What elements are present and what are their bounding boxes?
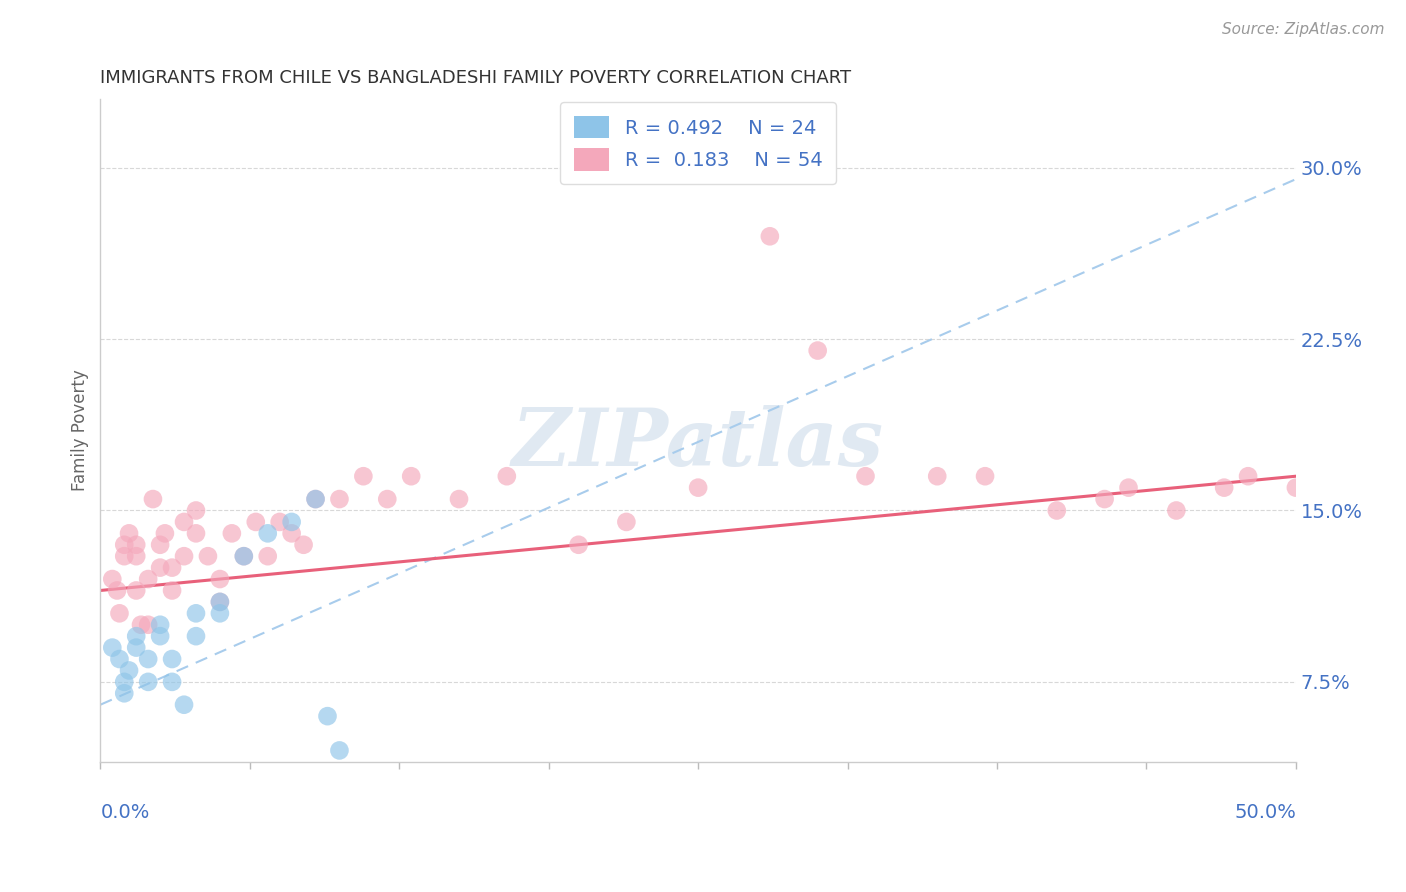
Y-axis label: Family Poverty: Family Poverty [72, 369, 89, 491]
Point [129, 617, 152, 632]
Text: 0.0%: 0.0% [100, 803, 149, 822]
Point [149, 629, 172, 643]
Point [160, 560, 183, 574]
Point [101, 572, 124, 586]
Point [304, 491, 326, 506]
Point [927, 469, 949, 483]
Point [807, 343, 830, 358]
Point [280, 526, 302, 541]
Point [136, 674, 159, 689]
Point [184, 503, 207, 517]
Point [232, 549, 254, 564]
Text: Source: ZipAtlas.com: Source: ZipAtlas.com [1222, 22, 1385, 37]
Point [1237, 469, 1260, 483]
Point [125, 629, 148, 643]
Text: 50.0%: 50.0% [1234, 803, 1296, 822]
Point [136, 617, 159, 632]
Point [232, 549, 254, 564]
Point [688, 481, 710, 495]
Point [1166, 503, 1188, 517]
Point [118, 664, 141, 678]
Point [208, 607, 231, 621]
Point [256, 549, 278, 564]
Point [399, 469, 422, 483]
Point [245, 515, 267, 529]
Point [142, 491, 165, 506]
Point [269, 515, 291, 529]
Point [112, 549, 135, 564]
Point [616, 515, 638, 529]
Point [125, 538, 148, 552]
Point [280, 515, 302, 529]
Point [1285, 481, 1308, 495]
Point [184, 607, 207, 621]
Point [974, 469, 997, 483]
Point [208, 595, 231, 609]
Point [149, 560, 172, 574]
Point [184, 526, 207, 541]
Point [304, 491, 326, 506]
Point [108, 652, 131, 666]
Text: ZIPatlas: ZIPatlas [512, 405, 884, 483]
Point [292, 538, 315, 552]
Point [173, 698, 195, 712]
Point [136, 572, 159, 586]
Point [1213, 481, 1236, 495]
Point [221, 526, 243, 541]
Point [160, 652, 183, 666]
Point [149, 538, 172, 552]
Point [184, 629, 207, 643]
Point [197, 549, 219, 564]
Point [153, 526, 176, 541]
Point [316, 709, 339, 723]
Point [112, 538, 135, 552]
Point [108, 607, 131, 621]
Point [567, 538, 589, 552]
Point [375, 491, 398, 506]
Point [1094, 491, 1116, 506]
Point [125, 583, 148, 598]
Point [208, 572, 231, 586]
Legend: R = 0.492    N = 24, R =  0.183    N = 54: R = 0.492 N = 24, R = 0.183 N = 54 [561, 103, 837, 184]
Point [160, 583, 183, 598]
Point [495, 469, 517, 483]
Point [112, 674, 135, 689]
Point [855, 469, 877, 483]
Point [352, 469, 374, 483]
Point [160, 674, 183, 689]
Point [125, 549, 148, 564]
Point [125, 640, 148, 655]
Point [118, 526, 141, 541]
Point [173, 515, 195, 529]
Point [101, 640, 124, 655]
Text: IMMIGRANTS FROM CHILE VS BANGLADESHI FAMILY POVERTY CORRELATION CHART: IMMIGRANTS FROM CHILE VS BANGLADESHI FAM… [100, 69, 852, 87]
Point [112, 686, 135, 700]
Point [149, 617, 172, 632]
Point [136, 652, 159, 666]
Point [1118, 481, 1140, 495]
Point [256, 526, 278, 541]
Point [208, 595, 231, 609]
Point [328, 743, 350, 757]
Point [447, 491, 470, 506]
Point [173, 549, 195, 564]
Point [1046, 503, 1069, 517]
Point [105, 583, 128, 598]
Point [759, 229, 782, 244]
Point [328, 491, 350, 506]
